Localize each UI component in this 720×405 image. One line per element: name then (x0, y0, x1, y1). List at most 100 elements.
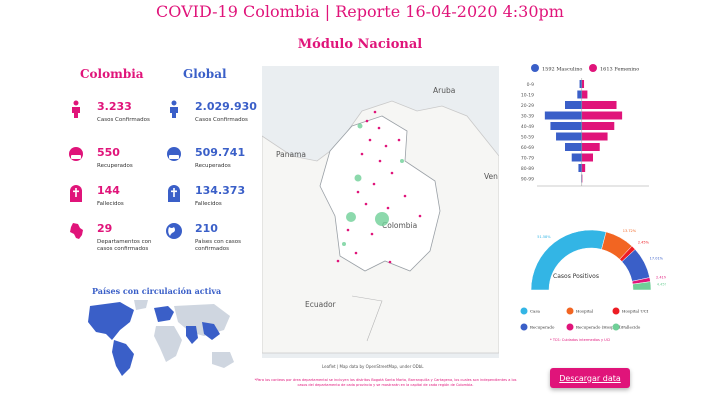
map-label-venezuela: Ven (484, 172, 498, 181)
donut-legend-swatch (612, 307, 620, 315)
map-label-aruba: Aruba (433, 86, 456, 95)
donut-percent-label: 51.58% (537, 235, 551, 239)
pyramid-bar (578, 164, 582, 172)
greenland (134, 300, 148, 310)
pyramid-bar (550, 122, 582, 130)
donut-slice (632, 281, 652, 291)
case-markers (336, 110, 422, 264)
stat-value: 29 (97, 222, 113, 235)
case-marker (356, 190, 360, 194)
pyramid-bar (581, 101, 617, 109)
south-america (112, 340, 134, 376)
age-tick-label: 0-9 (527, 82, 534, 88)
deceased-icon (168, 185, 180, 202)
pyramid-bar (544, 111, 582, 120)
case-marker (384, 144, 388, 148)
case-marker (373, 110, 377, 114)
stat-value: 509.741 (195, 146, 246, 159)
legend-swatch (589, 64, 597, 72)
pyramid-bar (581, 90, 588, 99)
colombia-map-icon (70, 223, 83, 239)
case-marker (377, 126, 381, 130)
case-marker (364, 202, 368, 206)
legend-swatch (531, 64, 539, 72)
pyramid-bar (565, 101, 582, 109)
north-america (88, 302, 134, 340)
colombia-heading: Colombia (80, 67, 144, 81)
case-marker (403, 194, 407, 198)
pyramid-bar (556, 132, 582, 141)
donut-legend-label: Recuperado (530, 325, 555, 330)
recovered-marker-bogota (375, 212, 389, 226)
positive-cases-donut: 51.58% 13.72% 2.45% 17.01% 2.41% 4.45% Casos … (530, 229, 666, 291)
case-marker (336, 259, 340, 263)
donut-legend-label: Hospital (576, 309, 594, 314)
case-marker (370, 232, 374, 236)
pyramid-bar (581, 174, 583, 183)
recovered-icon (69, 147, 83, 161)
stat-label: Casos Confirmados (195, 117, 248, 123)
donut-legend: Casa Hospital Hospital UCI Recuperado Recupe… (520, 307, 649, 331)
global-heading: Global (183, 67, 227, 81)
europe (154, 306, 174, 322)
recovered-marker-cali (346, 212, 356, 222)
stat-label: Fallecidos (195, 201, 222, 207)
age-tick-label: 30-39 (521, 114, 534, 120)
pyramid-legend: 1592 Masculino 1613 Femenino (531, 64, 639, 73)
active-countries-title: Países con circulación activa (92, 286, 222, 296)
pyramid-axis: 0-9 10-19 20-29 30-39 40-49 50-59 60-69 70-79 80… (521, 78, 649, 187)
case-marker (386, 206, 390, 210)
download-data-button[interactable]: Descargar data (550, 368, 630, 388)
person-icon (72, 100, 80, 118)
colombia-map[interactable]: Aruba Panama Colombia Ecuador Ven (262, 66, 499, 358)
age-tick-label: 60-69 (521, 145, 534, 151)
donut-percent-label: 17.01% (650, 257, 664, 261)
pyramid-bar (581, 111, 623, 120)
case-marker (418, 214, 422, 218)
australia (212, 352, 234, 368)
recovered-marker (354, 174, 362, 182)
pyramid-bar (579, 80, 582, 88)
stat-label: Recuperados (97, 163, 133, 169)
stat-label: Casos Confirmados (97, 117, 150, 123)
donut-percent-label: 13.72% (623, 229, 637, 233)
person-icon (170, 100, 178, 118)
donut-legend-label: Fallecido (622, 325, 641, 330)
case-marker (368, 138, 372, 142)
map-label-panama: Panama (276, 150, 307, 159)
pyramid-bar (581, 174, 582, 183)
legend-label: 1592 Masculino (542, 67, 582, 73)
case-marker (397, 138, 401, 142)
stat-label: Departamentos con casos confirmados (97, 239, 152, 252)
pyramid-bar (581, 80, 585, 88)
stat-value: 2.029.930 (195, 100, 257, 113)
case-marker (390, 171, 394, 175)
deceased-icon (70, 185, 82, 202)
pyramid-bar (581, 153, 593, 162)
east-asia (202, 322, 220, 340)
donut-legend-label: Recuperado (Hospital) (576, 325, 622, 330)
map-label-ecuador: Ecuador (305, 300, 336, 309)
stat-value: 144 (97, 184, 120, 197)
pyramid-bar (577, 90, 582, 99)
recovered-icon (167, 147, 181, 161)
pyramid-bar (581, 132, 608, 141)
donut-legend-label: Casa (530, 309, 540, 314)
donut-percent-label: 2.41% (656, 276, 666, 280)
donut-title: Casos Positivos (553, 273, 599, 280)
case-marker (346, 228, 350, 232)
stat-value: 210 (195, 222, 218, 235)
donut-slices: 51.58% 13.72% 2.45% 17.01% 2.41% 4.45% (530, 229, 666, 291)
age-pyramid-chart: 1592 Masculino 1613 Femenino 0-9 10-19 20-2… (521, 64, 649, 187)
legend-label: 1613 Femenino (600, 67, 639, 73)
africa (154, 326, 182, 362)
map-attribution[interactable]: Leaflet | Map data by OpenStreetMap, und… (322, 364, 424, 369)
world-choropleth-map[interactable] (72, 298, 242, 378)
age-tick-label: 50-59 (521, 135, 534, 141)
donut-percent-label: 2.45% (638, 241, 650, 245)
tcs-note: * TCS: Cuidados intermedios y UCI (550, 338, 611, 342)
case-marker (378, 159, 382, 163)
india (186, 326, 198, 344)
pyramid-bar (571, 153, 582, 162)
pyramid-bar (565, 143, 582, 151)
